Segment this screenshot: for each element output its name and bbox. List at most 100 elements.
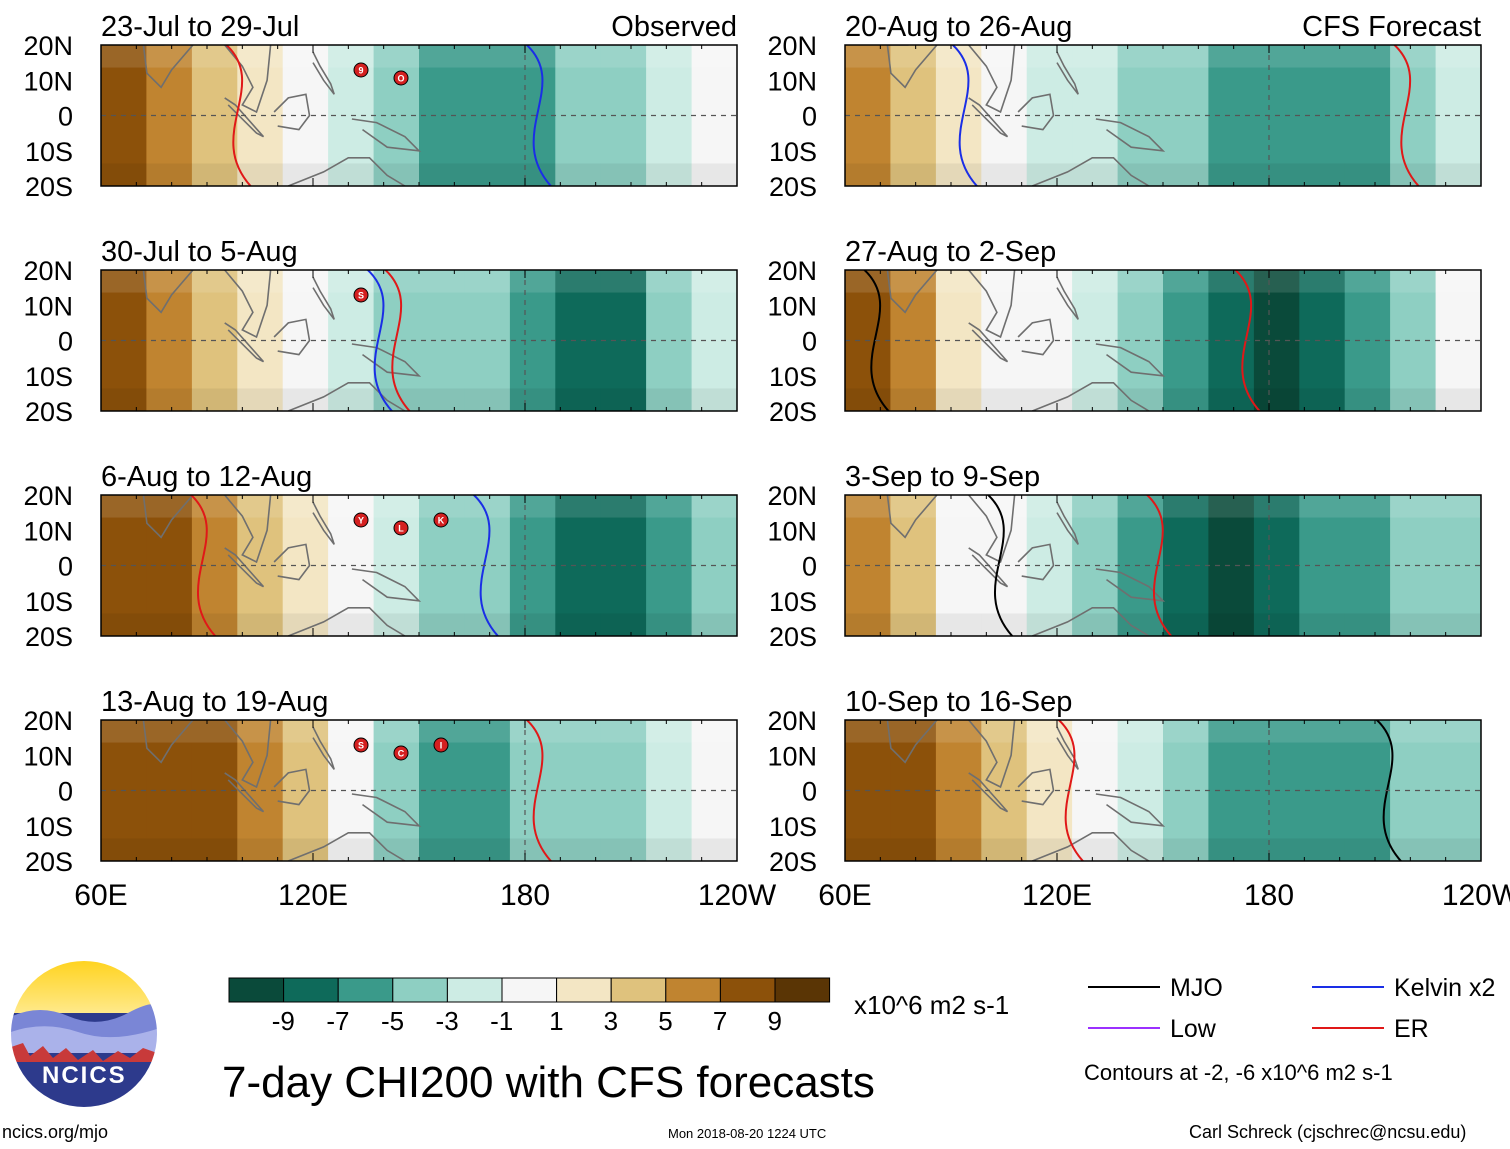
lat-tick-label: 20S <box>769 397 817 427</box>
lat-tick-label: 0 <box>802 102 817 132</box>
coastline <box>968 270 1016 339</box>
lat-tick-label: 10N <box>23 741 73 771</box>
band-shade-north <box>101 45 737 68</box>
coastline <box>1056 276 1079 320</box>
band-shade-north <box>845 720 1481 743</box>
contour-er <box>1392 45 1420 186</box>
contour-kelvin <box>472 495 500 636</box>
band-shade-north <box>845 495 1481 518</box>
colorbar-cell <box>556 977 612 1003</box>
storm-marker-icon <box>353 737 369 753</box>
lon-tick-label: 60E <box>818 879 871 912</box>
coastline <box>273 768 311 806</box>
storm-marker-label: C <box>398 749 405 759</box>
storm-marker-icon <box>353 512 369 528</box>
colorbar-cell <box>665 977 721 1003</box>
lat-tick-label: 10S <box>769 362 817 392</box>
lat-tick-label: 20S <box>769 847 817 877</box>
coastline <box>968 495 1016 564</box>
lat-tick-label: 0 <box>58 327 73 357</box>
lat-tick-label: 20N <box>23 706 73 736</box>
coastline <box>142 495 194 539</box>
lon-tick-label: 180 <box>500 879 550 912</box>
band-shade-north <box>101 495 737 518</box>
coastline <box>886 720 938 764</box>
coastline <box>1017 543 1055 581</box>
colorbar-tick-label: 7 <box>713 1006 727 1036</box>
colorbar-cell <box>337 977 394 1003</box>
storm-marker-label: I <box>440 741 443 751</box>
panel-title: 30-Jul to 5-Aug <box>101 236 298 268</box>
colorbar-cell <box>719 977 776 1003</box>
lat-tick-label: 10N <box>767 516 817 546</box>
lat-tick-label: 10S <box>25 587 73 617</box>
band-shade-south <box>101 613 737 636</box>
storm-marker-icon <box>393 70 409 86</box>
map-panel-1: 9 O 23-Jul to 29-Jul Observed 20N 10N 0 10S 20S <box>23 11 738 202</box>
coastline <box>288 607 406 636</box>
coastline <box>288 832 406 861</box>
lat-tick-label: 10N <box>23 516 73 546</box>
coastline <box>1032 382 1150 411</box>
lat-tick-label: 20N <box>767 481 817 511</box>
coastline <box>224 270 272 339</box>
source-url[interactable]: ncics.org/mjo <box>2 1122 109 1142</box>
colorbar-tick-label: -9 <box>272 1006 295 1036</box>
lat-tick-label: 20N <box>23 481 73 511</box>
coastline <box>1017 768 1055 806</box>
contour-er <box>1233 270 1261 411</box>
map-panel-3: Y L K 6-Aug to 12-Aug 20N 10N 0 10S 20S <box>23 461 738 652</box>
lat-tick-label: 0 <box>802 777 817 807</box>
coastline <box>886 495 938 539</box>
colorbar: -9 -7 -5 -3 -1 1 3 5 7 9 <box>228 977 831 1036</box>
legend-label: Low <box>1170 1015 1217 1043</box>
panel-title: 23-Jul to 29-Jul <box>101 11 299 43</box>
band-shade-south <box>101 838 737 861</box>
lat-tick-label: 20S <box>25 847 73 877</box>
lat-tick-label: 10N <box>767 291 817 321</box>
contour-note: Contours at -2, -6 x10^6 m2 s-1 <box>1084 1060 1393 1085</box>
coastline <box>224 45 272 114</box>
coastline <box>968 97 1009 138</box>
author-credit: Carl Schreck (cjschrec@ncsu.edu) <box>1189 1122 1467 1142</box>
colorbar-tick-label: 3 <box>604 1006 618 1036</box>
coastline <box>1095 118 1166 152</box>
coastline <box>968 772 1009 813</box>
coastline <box>1032 832 1150 861</box>
storm-marker-label: Y <box>358 516 364 526</box>
coastline <box>968 547 1009 588</box>
coastline <box>1095 343 1166 377</box>
lat-tick-label: 20S <box>769 622 817 652</box>
coastline <box>1017 318 1055 356</box>
coastline <box>1032 607 1150 636</box>
legend-label: Kelvin x2 <box>1394 974 1495 1002</box>
band-shade-north <box>101 270 737 293</box>
lat-tick-label: 10N <box>23 291 73 321</box>
lat-tick-label: 10N <box>767 741 817 771</box>
storm-marker-label: S <box>358 291 364 301</box>
band-shade-south <box>101 163 737 186</box>
coastline <box>224 495 272 564</box>
colorbar-cell <box>501 977 558 1003</box>
coastline <box>142 270 194 314</box>
lat-tick-label: 20N <box>767 256 817 286</box>
colorbar-tick-label: -1 <box>490 1006 513 1036</box>
contour-mjo <box>1375 720 1403 861</box>
lat-tick-label: 10S <box>25 137 73 167</box>
lon-tick-label: 120W <box>698 879 777 912</box>
colorbar-cell <box>446 977 503 1003</box>
storm-marker-label: S <box>358 741 364 751</box>
coastline <box>224 322 265 363</box>
lat-tick-label: 0 <box>58 777 73 807</box>
band-shade-north <box>845 270 1481 293</box>
contour-legend: MJO Kelvin x2 Low ER <box>1088 974 1495 1043</box>
coastline <box>312 51 335 95</box>
storm-marker-label: K <box>438 516 445 526</box>
band-shade-north <box>845 45 1481 68</box>
panel-field <box>845 270 1481 411</box>
lat-tick-label: 0 <box>802 327 817 357</box>
panel-field <box>845 720 1481 861</box>
colorbar-cell <box>392 977 448 1003</box>
contour-er <box>1145 495 1173 636</box>
panel-title: 3-Sep to 9-Sep <box>845 461 1040 493</box>
